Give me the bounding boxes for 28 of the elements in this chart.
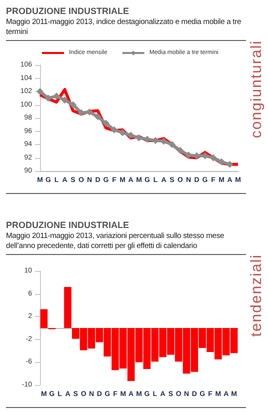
point: [61, 96, 68, 104]
point: [202, 152, 208, 160]
point: [70, 101, 76, 108]
point: [168, 141, 176, 148]
point: [226, 160, 234, 168]
text: tendenziali: [248, 254, 265, 337]
point: [210, 154, 217, 162]
chart-title: PRODUZIONE INDUSTRIALE: [6, 6, 130, 16]
point: [86, 108, 93, 116]
point: [36, 88, 44, 95]
point: [218, 158, 225, 166]
point: [127, 132, 134, 139]
text: congiunturali: [248, 40, 265, 138]
point: [185, 152, 192, 159]
point: [144, 136, 151, 143]
point: [160, 138, 168, 145]
bar: [64, 286, 72, 328]
point: [110, 126, 118, 134]
point: [94, 113, 102, 120]
point: [53, 92, 60, 100]
bar: [40, 309, 48, 328]
point: [176, 146, 184, 154]
point: [136, 134, 142, 142]
point: [102, 120, 110, 127]
chart-title: PRODUZIONE INDUSTRIALE: [6, 220, 130, 230]
point: [44, 94, 52, 102]
point: [152, 137, 159, 144]
point: [119, 129, 126, 136]
